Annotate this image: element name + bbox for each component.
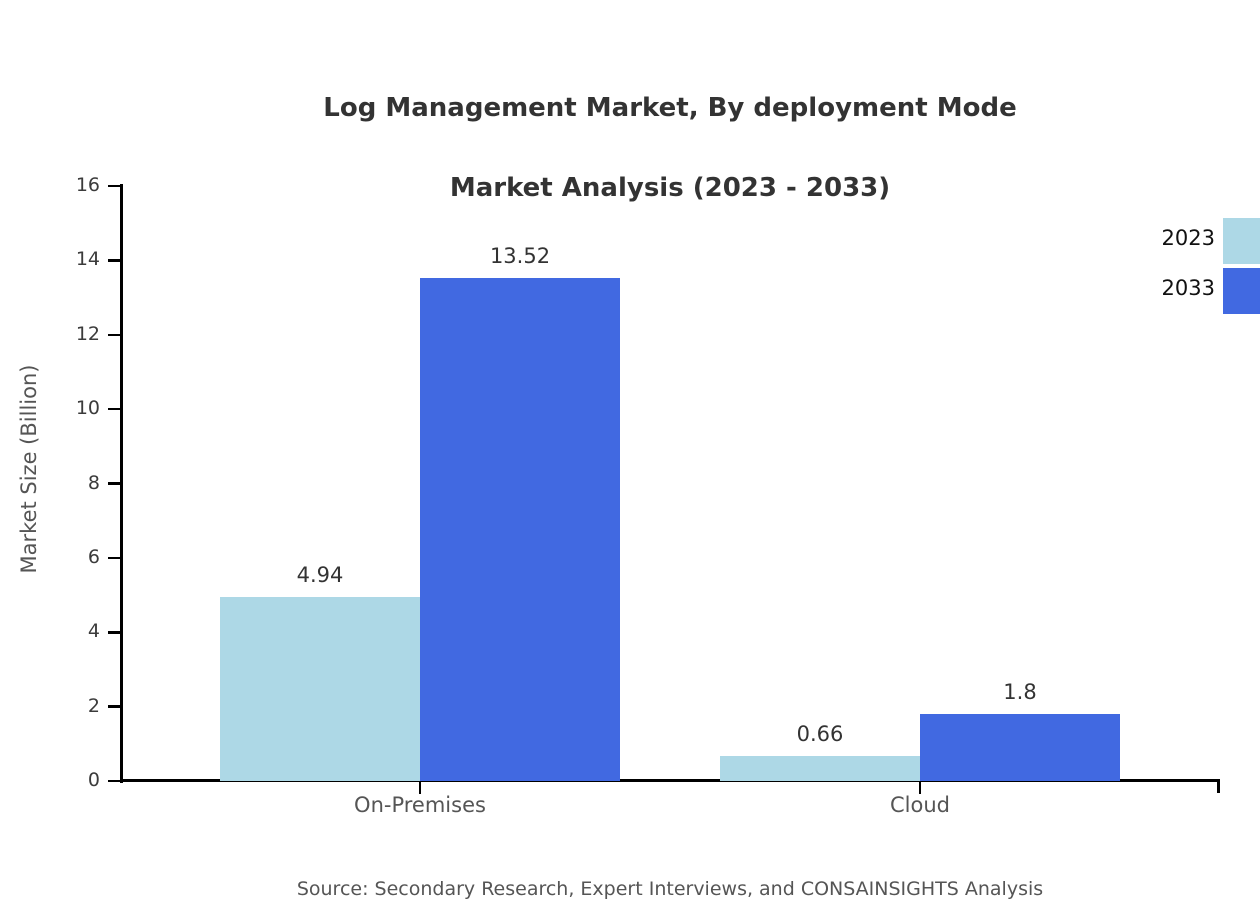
- bar-on-premises-2033[interactable]: [420, 278, 620, 781]
- legend-label: 2023: [1161, 226, 1215, 250]
- bar-cloud-2033[interactable]: [920, 714, 1120, 781]
- chart-title: Log Management Market, By deployment Mod…: [0, 48, 1260, 248]
- y-axis-tick-label: 10: [75, 397, 100, 420]
- legend-swatch: [1223, 268, 1260, 314]
- bar-value-label: 13.52: [489, 244, 551, 269]
- y-axis-tick: [108, 333, 121, 336]
- y-axis-tick-label: 14: [75, 248, 100, 271]
- y-axis-tick-label: 16: [75, 174, 100, 196]
- y-axis-tick-label: 12: [75, 322, 100, 345]
- x-axis-spine: [120, 779, 1220, 782]
- bar-value-label: 1.8: [1003, 680, 1037, 705]
- y-axis-tick: [108, 407, 121, 411]
- bar-cloud-2023[interactable]: [720, 756, 920, 781]
- y-axis-tick: [108, 705, 121, 708]
- y-axis-tick: [108, 556, 121, 560]
- y-axis-tick-label: 6: [87, 545, 100, 568]
- legend-item-2023[interactable]: 2023: [1130, 218, 1260, 268]
- y-axis-tick: [108, 482, 121, 485]
- x-axis-tick: [418, 781, 422, 794]
- x-axis-tick: [918, 781, 922, 794]
- y-axis-tick: [108, 779, 121, 783]
- x-axis-tick-label: Cloud: [890, 793, 950, 817]
- bar-on-premises-2023[interactable]: [220, 597, 420, 781]
- y-axis-tick-label: 8: [87, 471, 100, 494]
- bar-value-label: 0.66: [796, 722, 844, 747]
- legend-label: 2033: [1161, 276, 1215, 300]
- chart-legend: 2023 2033: [1130, 218, 1260, 318]
- y-axis-tick-label: 4: [87, 620, 100, 643]
- x-axis-end-tick: [1217, 781, 1220, 793]
- y-axis-tick-label: 2: [87, 694, 100, 717]
- y-axis-tick: [108, 631, 121, 634]
- source-note: Source: Secondary Research, Expert Inter…: [296, 878, 1044, 900]
- y-axis-tick: [108, 184, 121, 188]
- x-axis-tick-label: On-Premises: [354, 793, 486, 817]
- bar-value-label: 4.94: [296, 563, 344, 588]
- chart-title-line-2: Market Analysis (2023 - 2033): [449, 173, 891, 203]
- y-axis-tick-label: 0: [87, 769, 100, 791]
- y-axis-tick: [108, 259, 121, 262]
- chart-title-line-1: Log Management Market, By deployment Mod…: [323, 93, 1017, 123]
- legend-item-2033[interactable]: 2033: [1130, 268, 1260, 318]
- y-axis-spine: [120, 184, 123, 783]
- legend-swatch: [1223, 218, 1260, 264]
